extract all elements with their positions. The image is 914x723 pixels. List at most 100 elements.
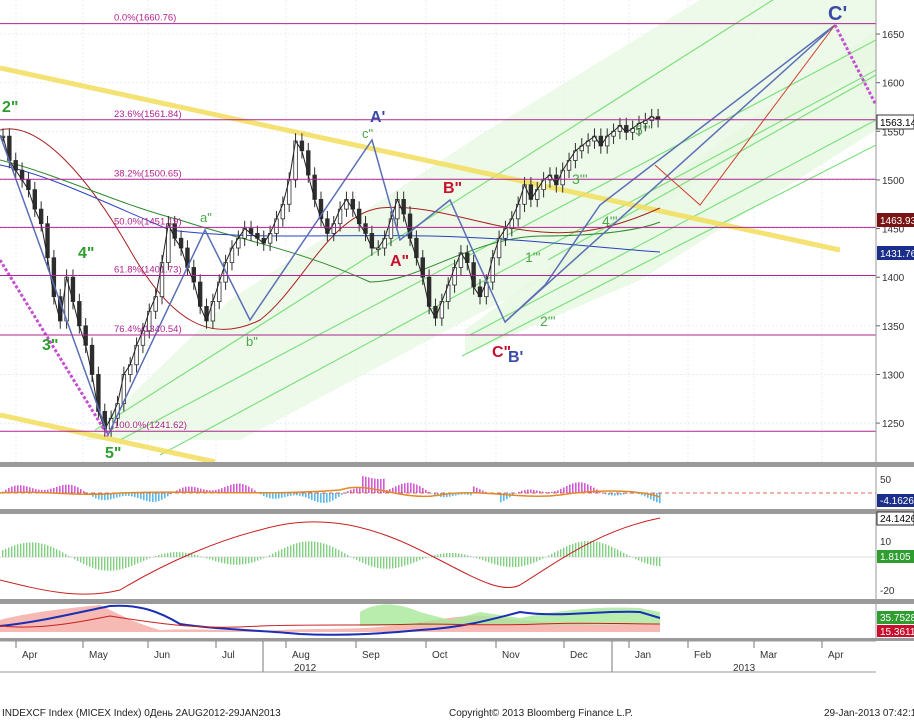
wave-label-a: a" <box>200 210 212 225</box>
osc2-bar <box>125 557 127 568</box>
osc1-bar <box>23 485 25 493</box>
separator-2 <box>0 509 914 514</box>
osc2-bar <box>83 557 85 565</box>
osc1-bar <box>137 493 139 499</box>
osc1-bar <box>80 488 82 493</box>
osc2-bar <box>431 556 433 557</box>
osc1-bar <box>155 493 157 502</box>
osc2-bar <box>281 549 283 557</box>
osc1-bar <box>539 491 541 493</box>
osc1-bar <box>446 493 448 498</box>
y-tick-label: 1650 <box>882 30 905 41</box>
osc1-bar <box>131 493 133 497</box>
osc1-bar <box>110 493 112 500</box>
osc2-bar <box>155 556 157 557</box>
yellow-trendline-upper <box>0 65 841 253</box>
osc1-bar <box>599 491 601 493</box>
osc1-bar <box>350 489 352 493</box>
osc2-bar <box>122 557 124 569</box>
svg-text:10: 10 <box>880 537 892 548</box>
osc1-bar <box>317 493 319 503</box>
osc1-bar <box>287 493 289 497</box>
osc1-bar <box>644 493 646 497</box>
moving-average-green <box>0 159 661 283</box>
osc1-bar <box>434 493 436 496</box>
x-tick-label: Sep <box>362 650 380 661</box>
osc2-bar <box>257 557 259 561</box>
osc2-bar <box>137 557 139 564</box>
osc2-bar <box>599 542 601 557</box>
osc1-bar <box>191 486 193 493</box>
osc1-bar <box>92 493 94 497</box>
osc1-bar <box>335 493 337 499</box>
osc1-bar <box>647 493 649 498</box>
x-tick-label: Mar <box>760 650 778 661</box>
osc2-bar <box>362 557 364 563</box>
x-tick-label: Apr <box>828 650 844 661</box>
osc2-bar <box>383 557 385 569</box>
osc1-bar <box>353 488 355 493</box>
osc2-bar <box>437 554 439 557</box>
osc2-bar <box>368 557 370 566</box>
osc2-bar <box>272 553 274 557</box>
osc1-bar <box>122 493 124 497</box>
wave-label-4: 4'" <box>602 213 617 229</box>
osc2-bar <box>419 557 421 561</box>
fib-level-label: 23.6%(1561.84) <box>114 109 182 120</box>
osc2-bar <box>548 555 550 557</box>
year-label-2012: 2012 <box>294 663 317 674</box>
osc2-bar <box>482 557 484 561</box>
osc1-bar <box>449 493 451 497</box>
osc2-bar <box>329 545 331 557</box>
svg-text:-4.1626: -4.1626 <box>880 496 914 507</box>
osc2-bar <box>230 557 232 565</box>
osc1-bar <box>47 489 49 493</box>
osc2-bar <box>53 547 55 557</box>
osc1-bar <box>251 488 253 493</box>
osc2-bar <box>641 557 643 562</box>
osc2-bar <box>215 557 217 562</box>
osc2-bar <box>560 549 562 557</box>
osc2-bar <box>389 557 391 569</box>
osc1-bar <box>272 493 274 499</box>
chart-canvas: 0.0%(1660.76) 23.6%(1561.84) 38.2%(1500.65… <box>0 0 914 674</box>
osc1-bar <box>359 487 361 493</box>
osc2-bar <box>116 557 118 571</box>
osc2-bar <box>626 554 628 557</box>
osc2-bar <box>506 557 508 567</box>
osc1-bar <box>302 493 304 497</box>
osc2-bar <box>377 557 379 568</box>
osc2-bar <box>221 557 223 563</box>
channel-line-3 <box>159 69 876 456</box>
osc1-bar <box>260 493 262 495</box>
osc1-bar <box>239 483 241 493</box>
osc2-bar <box>593 541 595 557</box>
osc2-bar <box>146 557 148 560</box>
osc2-bar <box>206 557 208 559</box>
osc2-bar <box>140 557 142 563</box>
osc1-bar <box>620 493 622 495</box>
osc1-bar <box>41 489 43 493</box>
price-tag-osc2-bottom: 1.8105 <box>877 550 914 563</box>
osc1-bar <box>104 493 106 501</box>
osc1-bar <box>374 478 376 493</box>
osc2-bar <box>110 557 112 571</box>
channel-band-1 <box>85 0 876 440</box>
osc1-bar <box>248 486 250 493</box>
osc1-bar <box>332 493 334 501</box>
osc2-bar <box>539 557 541 561</box>
osc2-bar <box>38 542 40 557</box>
osc2-bar <box>32 542 34 557</box>
osc1-bar <box>401 483 403 493</box>
wave-label-3pp: 3" <box>42 337 58 354</box>
y-tick-label: 1250 <box>882 419 905 430</box>
osc1-bar <box>161 493 163 500</box>
osc1-bar <box>527 489 529 493</box>
osc1-bar <box>584 483 586 493</box>
osc2-bar <box>410 557 412 564</box>
osc1-bar <box>254 490 256 493</box>
x-tick-label: Apr <box>22 650 38 661</box>
osc2-bar <box>623 552 625 557</box>
svg-text:1431.76: 1431.76 <box>880 249 914 260</box>
oscillator-3-red-line <box>0 615 661 628</box>
